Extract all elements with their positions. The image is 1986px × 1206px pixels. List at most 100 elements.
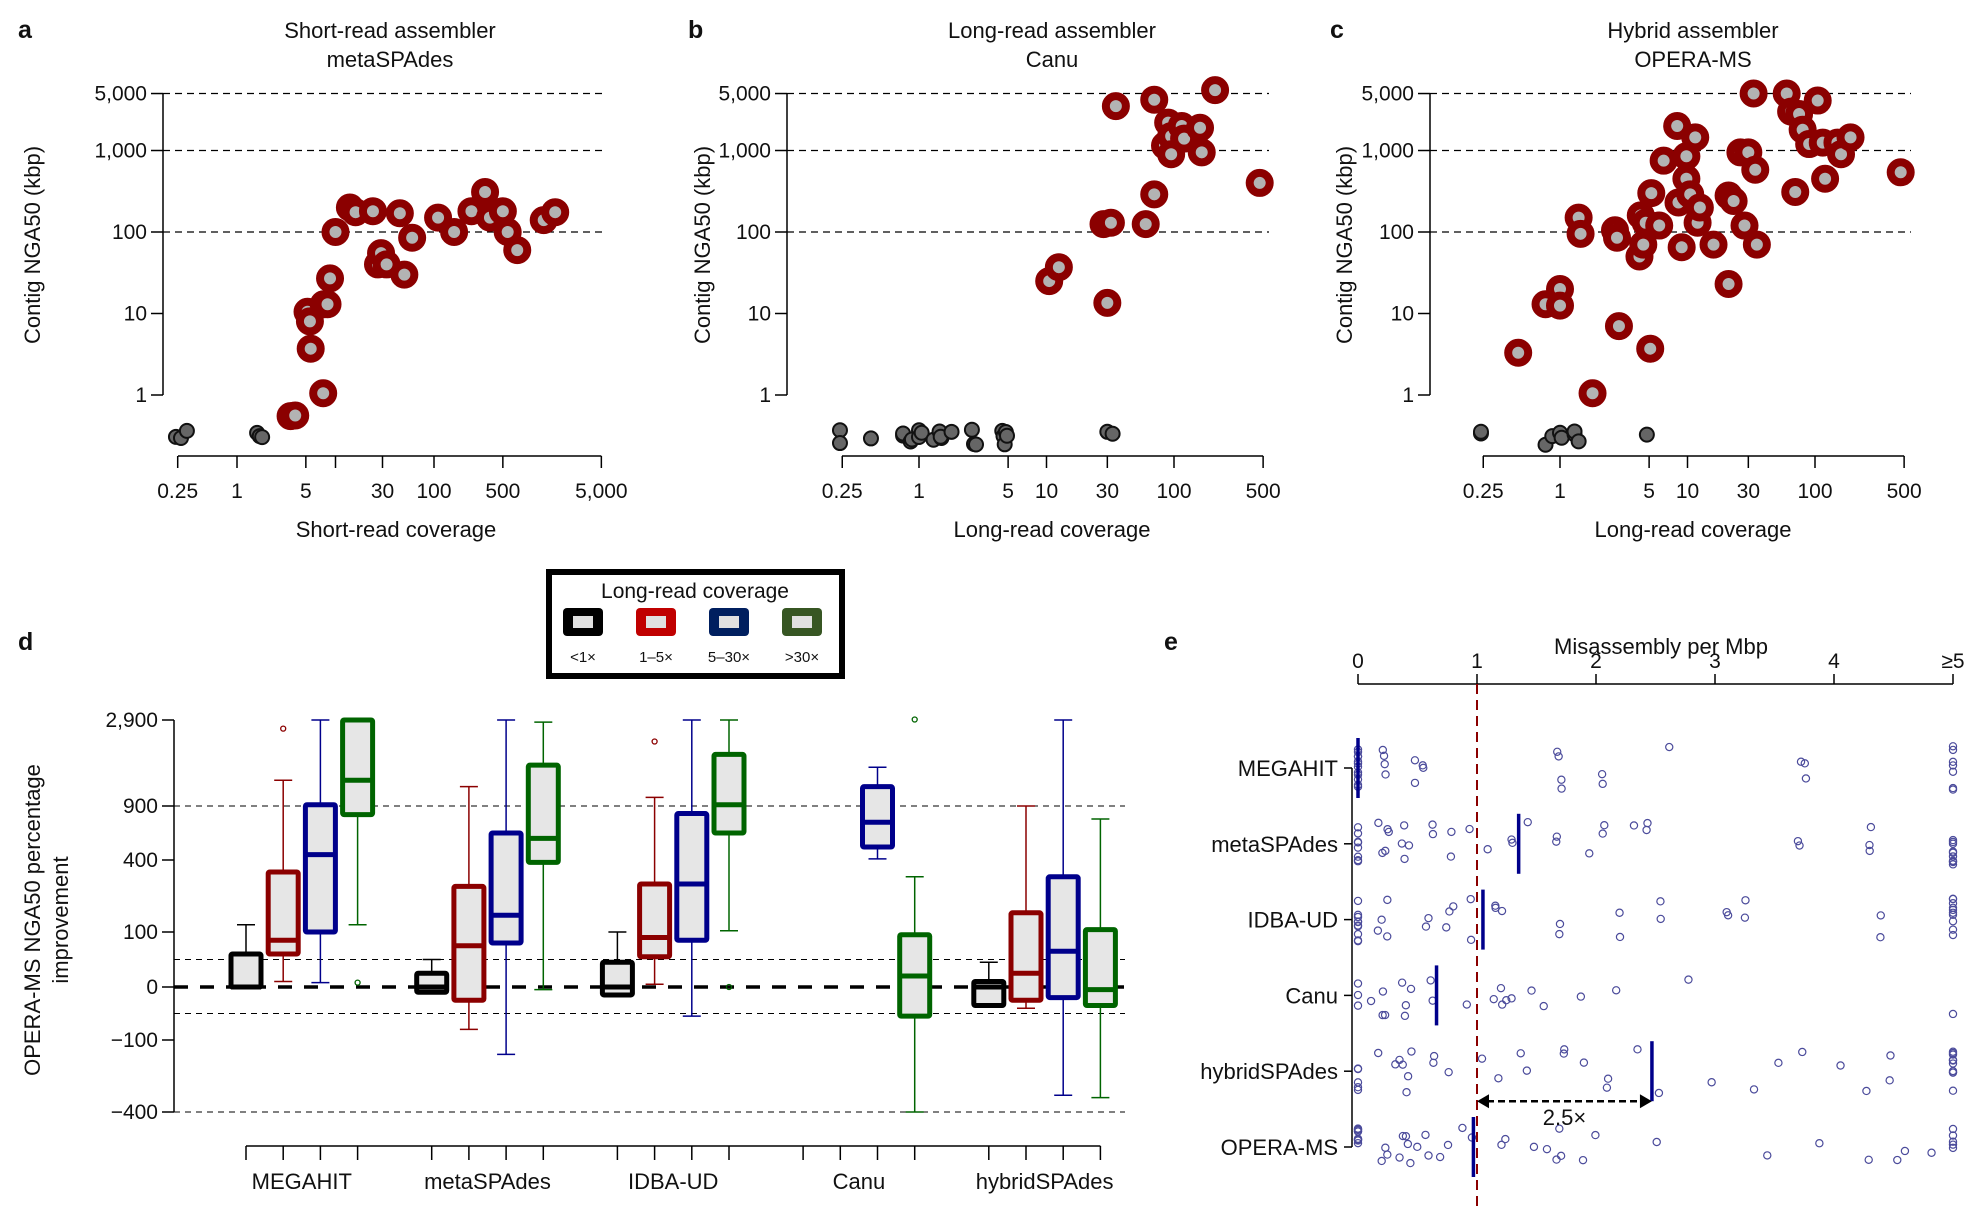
misassembly-point xyxy=(1395,1153,1404,1162)
misassembly-point xyxy=(1353,922,1363,931)
misassembly-point xyxy=(1377,1156,1386,1166)
misassembly-point xyxy=(1435,1152,1445,1162)
legend-swatch-inner xyxy=(573,616,593,628)
y-tick-label: 1,000 xyxy=(718,140,771,163)
legend-label: 1–5× xyxy=(639,649,673,666)
panel-c-xlabel: Long-read coverage xyxy=(1595,517,1792,542)
panel-d-ylabel-line1: OPERA-MS NGA50 percentage xyxy=(20,764,45,1076)
category-label-idba-ud: IDBA-UD xyxy=(628,1169,718,1194)
x-tick-label: 500 xyxy=(485,480,520,503)
failed-point xyxy=(831,435,848,452)
misassembly-point xyxy=(1948,848,1958,857)
legend-swatch-inner xyxy=(719,616,739,628)
misassembly-point xyxy=(1353,1138,1363,1148)
misassembly-point xyxy=(1426,976,1435,985)
misassembly-point xyxy=(1876,933,1885,942)
misassembly-point xyxy=(1353,843,1363,852)
misassembly-point xyxy=(1401,1132,1411,1141)
failed-point xyxy=(862,430,879,447)
misassembly-point xyxy=(1585,849,1594,858)
misassembly-point xyxy=(1948,917,1958,926)
misassembly-point xyxy=(1527,986,1536,995)
assembled-point xyxy=(1566,219,1595,248)
misassembly-point xyxy=(1722,907,1731,917)
x-tick-label: 30 xyxy=(371,480,394,503)
assembled-point xyxy=(1578,379,1607,408)
misassembly-point xyxy=(1377,915,1386,924)
misassembly-point xyxy=(1397,839,1407,848)
x-tick-label: 10 xyxy=(1676,480,1699,503)
y-tick-label: 5,000 xyxy=(718,83,771,106)
misassembly-point xyxy=(1398,1131,1408,1141)
misassembly-point xyxy=(1410,756,1420,765)
box xyxy=(711,751,747,836)
x-tick-label: 500 xyxy=(1246,480,1281,503)
assembled-point xyxy=(316,264,345,293)
legend-label: >30× xyxy=(785,649,819,666)
misassembly-point xyxy=(1615,908,1624,917)
misassembly-point xyxy=(1497,1000,1507,1009)
misassembly-point xyxy=(1948,1137,1958,1146)
y-tick-label: 2,900 xyxy=(105,709,158,732)
panel-a-subtitle: metaSPAdes xyxy=(327,47,454,72)
assembled-point xyxy=(1637,179,1666,208)
misassembly-point xyxy=(1948,1048,1958,1058)
assembled-point xyxy=(313,290,342,319)
assembled-point xyxy=(1245,168,1274,197)
misassembly-point xyxy=(1383,1150,1392,1159)
failed-point xyxy=(943,423,960,440)
misassembly-point xyxy=(1443,1140,1453,1150)
panel-d-plot: −400 −100 0 100 400 900 2,900 MEGAHIT metaSPAdes… xyxy=(105,709,1125,1194)
box xyxy=(228,951,264,990)
misassembly-point xyxy=(1948,1124,1958,1134)
misassembly-point xyxy=(1353,857,1363,866)
misassembly-point xyxy=(1353,838,1363,847)
assembled-point xyxy=(1699,230,1728,259)
box xyxy=(599,959,635,998)
misassembly-point xyxy=(1496,983,1506,993)
failed-point xyxy=(968,436,985,453)
outlier-point xyxy=(725,983,733,991)
x-tick-label: 10 xyxy=(1035,480,1058,503)
assembled-point xyxy=(390,260,419,289)
misassembly-point xyxy=(1529,1142,1539,1152)
misassembly-point xyxy=(1948,894,1958,904)
assembled-point xyxy=(1187,138,1216,167)
misassembly-point xyxy=(1642,825,1651,835)
panel-label-d: d xyxy=(18,628,33,656)
misassembly-point xyxy=(1652,1137,1661,1147)
assembled-point xyxy=(309,379,338,408)
misassembly-point xyxy=(1602,1083,1612,1092)
box xyxy=(1008,910,1044,1003)
category-label-metaspades: metaSPAdes xyxy=(424,1169,551,1194)
misassembly-point xyxy=(1522,1066,1532,1075)
assembled-point xyxy=(281,401,310,430)
misassembly-point xyxy=(1447,827,1456,837)
misassembly-point xyxy=(1796,757,1806,766)
assembled-point xyxy=(1714,270,1743,299)
row-label-canu: Canu xyxy=(1285,983,1338,1008)
box xyxy=(1082,927,1118,1009)
misassembly-point xyxy=(1665,742,1674,752)
assembled-point xyxy=(1603,223,1632,252)
misassembly-point xyxy=(1948,857,1958,867)
misassembly-point xyxy=(1497,1140,1506,1150)
misassembly-point xyxy=(1774,1058,1783,1068)
misassembly-point xyxy=(1442,923,1451,932)
box xyxy=(674,811,710,943)
assembled-point xyxy=(1504,338,1533,367)
misassembly-point xyxy=(1353,1125,1363,1134)
misassembly-point xyxy=(1559,1049,1569,1058)
panel-a-title: Short-read assembler xyxy=(284,18,496,43)
misassembly-point xyxy=(1418,761,1427,770)
assembled-point xyxy=(1131,210,1160,239)
misassembly-point xyxy=(1552,832,1562,841)
misassembly-point xyxy=(1603,1074,1613,1083)
misassembly-point xyxy=(1707,1078,1716,1087)
misassembly-point xyxy=(1523,817,1532,827)
misassembly-point xyxy=(1379,751,1389,761)
misassembly-point xyxy=(1466,935,1476,945)
legend-swatch-inner xyxy=(646,616,666,628)
misassembly-point xyxy=(1353,990,1363,1000)
